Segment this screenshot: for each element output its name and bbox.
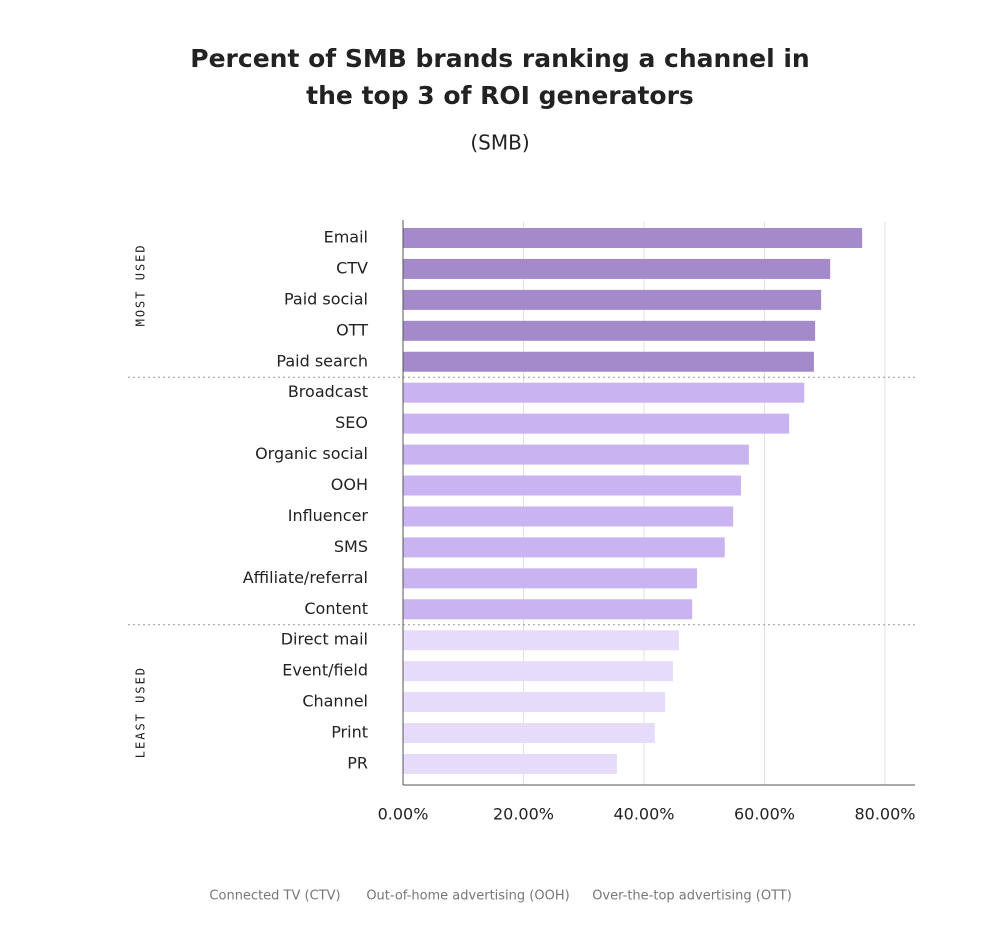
footnote: Over-the-top advertising (OTT) (592, 889, 792, 904)
bar (403, 444, 749, 465)
group-label: MOST USED (134, 243, 148, 326)
y-tick-label: Influencer (288, 506, 369, 525)
y-tick-label: Paid social (284, 289, 368, 308)
y-tick-label: PR (347, 753, 368, 772)
chart-title: the top 3 of ROI generators (306, 81, 694, 110)
y-tick-label: Broadcast (288, 382, 368, 401)
bar (403, 661, 673, 682)
group-label: LEAST USED (134, 666, 148, 758)
x-tick-label: 40.00% (613, 805, 674, 824)
y-tick-label: Affiliate/referral (243, 568, 368, 587)
bar (403, 537, 725, 558)
y-tick-label: Print (331, 723, 368, 742)
chart-subtitle: (SMB) (470, 131, 529, 155)
bar (403, 723, 655, 744)
bar (403, 351, 814, 372)
footnote: Connected TV (CTV) (209, 889, 340, 904)
y-tick-label: Content (304, 599, 368, 618)
footnote: Out-of-home advertising (OOH) (366, 889, 569, 904)
y-tick-label: Organic social (255, 444, 368, 463)
y-tick-label: Email (324, 228, 368, 247)
y-tick-label: Channel (302, 692, 368, 711)
bar (403, 289, 822, 310)
bar (403, 228, 863, 248)
bar (403, 258, 831, 279)
x-tick-label: 20.00% (493, 805, 554, 824)
y-tick-label: SMS (334, 537, 368, 556)
bar (403, 382, 805, 403)
bar (403, 320, 816, 341)
bar (403, 692, 666, 713)
chart-title: Percent of SMB brands ranking a channel … (190, 44, 809, 73)
y-tick-label: Paid search (276, 351, 368, 370)
y-tick-label: SEO (335, 413, 368, 432)
y-tick-label: OTT (336, 320, 368, 339)
y-tick-label: Event/field (282, 661, 368, 680)
bar (403, 475, 742, 496)
bar (403, 413, 790, 434)
bar (403, 568, 698, 589)
y-tick-label: OOH (331, 475, 368, 494)
y-tick-label: CTV (336, 258, 368, 277)
x-tick-label: 0.00% (378, 805, 429, 824)
bar (403, 630, 679, 651)
y-tick-label: Direct mail (281, 630, 368, 649)
x-tick-label: 80.00% (854, 805, 915, 824)
bar (403, 599, 693, 620)
bar (403, 506, 734, 527)
bar (403, 753, 617, 774)
x-tick-label: 60.00% (734, 805, 795, 824)
